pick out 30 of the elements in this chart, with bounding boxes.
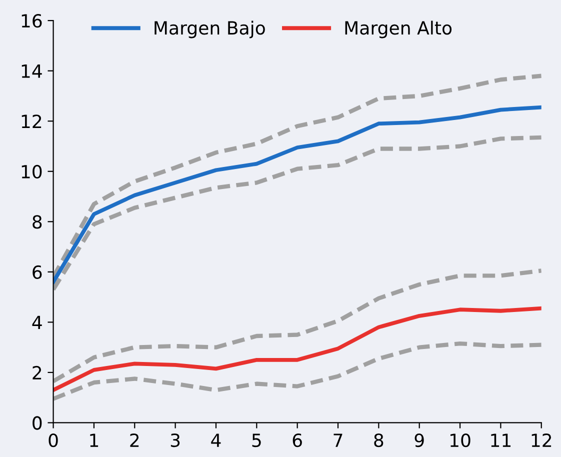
x-tick-label: 4	[211, 434, 221, 447]
x-tick-label: 6	[292, 433, 302, 448]
y-tick-label: 10	[22, 164, 42, 178]
line-series	[53, 74, 542, 280]
legend-label: Margen Alto	[345, 20, 452, 38]
x-tick-label: 5	[252, 434, 261, 448]
x-tick-label: 12	[532, 433, 552, 447]
x-tick-label: 1	[90, 434, 98, 447]
x-tick-label: 3	[170, 433, 180, 448]
line-series	[53, 105, 542, 284]
x-tick-label: 10	[450, 433, 470, 448]
line-series	[53, 268, 542, 384]
line-series	[53, 135, 542, 292]
y-tick-label: 14	[22, 64, 42, 78]
y-tick-label: 8	[32, 215, 42, 229]
x-tick-label: 7	[334, 434, 342, 447]
y-tick-label: 6	[32, 265, 42, 280]
y-tick-label: 16	[22, 14, 42, 28]
legend-label: Margen Bajo	[154, 20, 265, 38]
y-tick-label: 12	[22, 114, 42, 128]
line-series	[53, 306, 542, 392]
x-tick-label: 9	[414, 433, 424, 448]
line-series	[53, 341, 542, 401]
x-tick-label: 8	[374, 433, 384, 448]
y-tick-label: 2	[32, 366, 42, 380]
x-tick-label: 0	[48, 433, 58, 448]
x-tick-label: 11	[491, 434, 511, 447]
y-tick-label: 4	[32, 316, 42, 330]
x-tick-label: 2	[130, 433, 139, 447]
y-tick-label: 0	[32, 416, 42, 430]
